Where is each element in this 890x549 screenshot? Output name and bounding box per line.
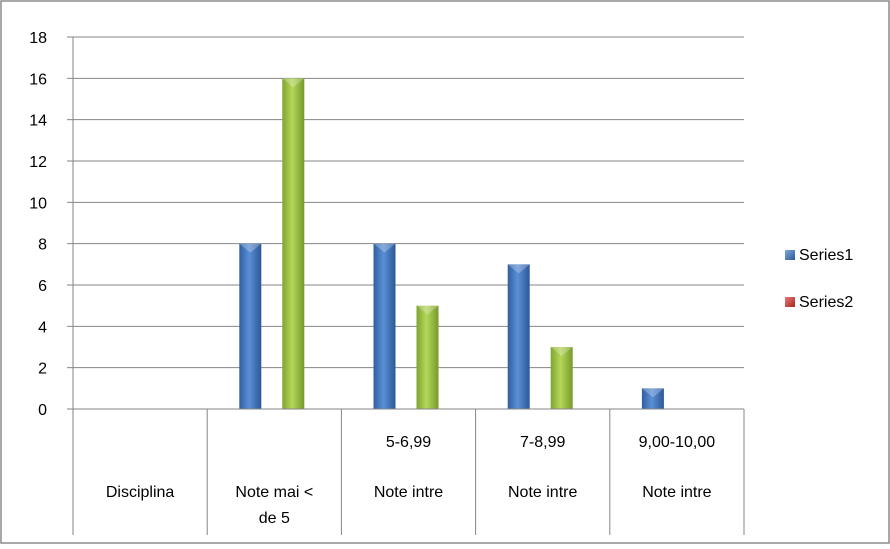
category-label: 7-8,99 — [520, 434, 565, 451]
y-tick-label: 14 — [29, 113, 47, 130]
bar-series1-2 — [373, 243, 396, 409]
legend-item-series2: Series2 — [785, 294, 853, 311]
y-tick-label: 8 — [38, 237, 47, 254]
legend-item-series1: Series1 — [785, 247, 853, 264]
bar-series1-3 — [507, 264, 530, 409]
legend: Series1 Series2 — [785, 247, 853, 311]
category-label: Note intre — [508, 484, 577, 501]
bar-series2-2 — [416, 305, 439, 409]
legend-swatch-series2 — [785, 297, 795, 307]
bar-series1-1 — [239, 243, 262, 409]
category-label: Note intre — [374, 484, 443, 501]
y-tick-label: 18 — [29, 30, 47, 47]
legend-label-series2: Series2 — [799, 294, 853, 311]
bar-cap-series2-2 — [416, 305, 439, 315]
bar-cap-series2-1 — [282, 78, 305, 88]
category-label: Note mai < — [235, 484, 313, 501]
y-axis: 0 2 4 6 8 10 12 14 16 18 — [29, 30, 74, 419]
y-tick-label: 4 — [38, 319, 47, 336]
bar-cap-series1-4 — [641, 388, 664, 398]
bar-cap-series2-3 — [550, 347, 573, 356]
bar-series1-4 — [641, 388, 664, 409]
bar-series2-3 — [550, 347, 573, 409]
bar-cap-series1-1 — [239, 243, 262, 253]
bar-cap-series1-2 — [373, 243, 396, 253]
y-tick-label: 16 — [29, 71, 47, 88]
bar-cap-series1-3 — [507, 264, 530, 274]
category-label: 9,00-10,00 — [639, 434, 716, 451]
y-tick-label: 12 — [29, 154, 47, 171]
bars — [239, 78, 664, 409]
category-label: 5-6,99 — [386, 434, 431, 451]
category-label: Note intre — [642, 484, 711, 501]
bar-series2-1 — [282, 78, 305, 409]
x-axis-table: Disciplina Note mai < de 5 5-6,99 Note intre… — [72, 408, 745, 535]
y-tick-label: 6 — [38, 278, 47, 295]
legend-swatch-series1 — [785, 250, 795, 260]
category-label: de 5 — [259, 510, 290, 527]
category-label: Disciplina — [106, 484, 175, 501]
y-tick-label: 10 — [29, 195, 47, 212]
legend-label-series1: Series1 — [799, 247, 853, 264]
y-tick-label: 2 — [38, 361, 47, 378]
gridlines — [73, 36, 744, 410]
y-tick-label: 0 — [38, 402, 47, 419]
